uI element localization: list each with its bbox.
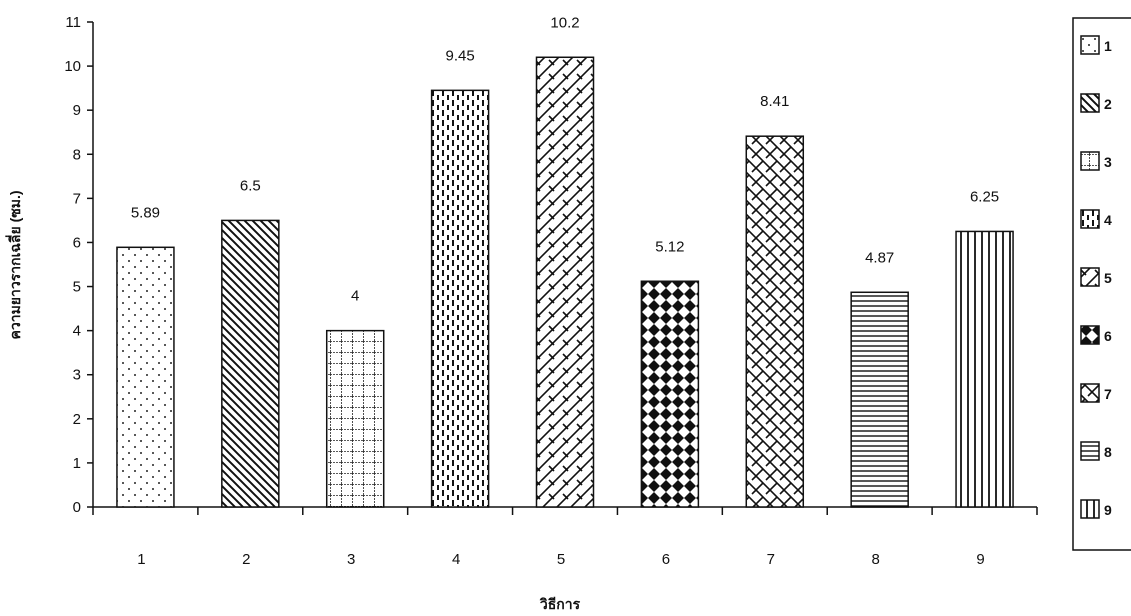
data-label: 9.45 [446,47,475,64]
x-axis-title: วิธีการ [539,596,581,612]
legend-swatch [1080,325,1100,345]
legend-label: 2 [1104,96,1112,112]
bar-5 [535,56,595,508]
data-label: 6.25 [970,188,999,205]
y-tick-label: 4 [73,323,81,340]
legend-label: 5 [1104,270,1112,286]
legend-swatch [1080,151,1100,171]
bar-1 [116,246,175,508]
data-label: 4 [351,288,359,305]
y-tick-label: 2 [73,411,81,428]
x-tick-label: 7 [767,551,775,568]
bar-2 [221,219,280,508]
x-tick-label: 8 [871,551,879,568]
y-tick-label: 10 [64,58,81,75]
data-label: 5.89 [131,204,160,221]
bar-7 [745,135,805,508]
data-label: 8.41 [760,93,789,110]
legend-swatch [1080,441,1100,461]
legend-swatch [1080,35,1100,55]
x-tick-label: 2 [242,551,250,568]
data-label: 6.5 [240,177,261,194]
y-tick-label: 3 [73,367,81,384]
x-tick-label: 6 [662,551,670,568]
data-label: 4.87 [865,249,894,266]
legend-swatch [1080,93,1100,113]
legend-label: 3 [1104,154,1112,170]
legend-label: 9 [1104,502,1112,518]
bar-9 [955,230,1014,508]
legend-swatch [1080,209,1100,229]
data-label: 5.12 [655,238,684,255]
legend-label: 1 [1104,38,1112,54]
y-tick-label: 1 [73,455,81,472]
legend-swatch [1080,267,1100,287]
bar-6 [640,280,700,508]
y-tick-label: 0 [73,499,81,516]
data-label: 10.2 [550,14,579,31]
legend-swatch [1080,383,1100,403]
x-tick-label: 4 [452,551,460,568]
x-tick-label: 9 [976,551,984,568]
y-tick-label: 5 [73,279,81,296]
bar-4 [430,89,490,508]
bar-3 [325,329,385,508]
y-tick-label: 9 [73,102,81,119]
x-tick-label: 3 [347,551,355,568]
y-tick-label: 8 [73,146,81,163]
y-tick-label: 11 [65,14,81,31]
x-tick-label: 5 [557,551,565,568]
bars [116,56,1014,508]
x-tick-label: 1 [137,551,145,568]
data-labels: 5.89 6.5 4 9.45 10.2 5.12 8.41 4.87 6.25 [131,14,999,304]
legend-label: 8 [1104,444,1112,460]
legend-label: 4 [1104,212,1112,228]
legend-swatch [1080,499,1100,519]
y-axis-title: ความยาวรากเฉลี่ย (ซม.) [5,190,23,339]
y-tick-label: 7 [73,190,81,207]
bar-8 [850,291,909,508]
legend-label: 6 [1104,328,1112,344]
legend: 1 2 3 4 5 6 7 8 9 [1072,17,1131,551]
legend-label: 7 [1104,386,1112,402]
y-tick-label: 6 [73,234,81,251]
